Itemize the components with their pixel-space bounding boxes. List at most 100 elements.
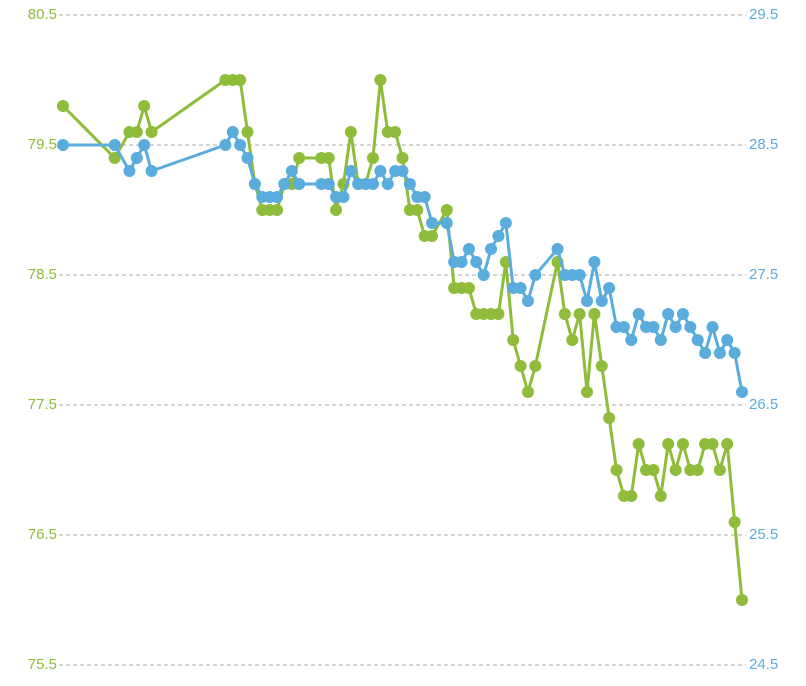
data-point — [485, 243, 498, 255]
data-point — [573, 269, 586, 281]
data-point — [728, 516, 741, 528]
data-point — [374, 74, 387, 86]
data-point — [558, 308, 571, 320]
data-point — [588, 308, 601, 320]
data-point — [632, 308, 645, 320]
data-point — [654, 490, 667, 502]
data-point — [374, 165, 387, 177]
data-point — [130, 152, 143, 164]
data-point — [138, 100, 151, 112]
data-point — [736, 386, 748, 398]
data-point — [234, 139, 247, 151]
data-point — [145, 126, 158, 138]
data-point — [521, 295, 534, 307]
data-point — [529, 360, 542, 372]
y2-tick-label: 27.5 — [749, 266, 778, 283]
data-point — [322, 178, 335, 190]
data-point — [470, 256, 483, 268]
data-point — [57, 100, 69, 112]
data-point — [234, 74, 247, 86]
data-point — [581, 295, 594, 307]
data-point — [669, 464, 682, 476]
data-point — [647, 321, 660, 333]
data-point — [736, 594, 748, 606]
y-tick-label: 76.5 — [28, 526, 57, 543]
data-point — [219, 139, 232, 151]
data-point — [691, 334, 704, 346]
data-point — [521, 386, 534, 398]
data-point — [455, 256, 468, 268]
y2-tick-label: 25.5 — [749, 526, 778, 543]
data-point — [440, 217, 453, 229]
data-point — [226, 126, 239, 138]
data-point — [108, 152, 121, 164]
data-point — [396, 152, 409, 164]
data-point — [669, 321, 682, 333]
data-point — [293, 178, 306, 190]
data-point — [514, 282, 527, 294]
y2-tick-label: 26.5 — [749, 396, 778, 413]
data-point — [676, 308, 689, 320]
data-point — [713, 347, 726, 359]
data-point — [57, 139, 69, 151]
y-tick-label: 80.5 — [28, 6, 57, 23]
data-point — [625, 334, 638, 346]
data-point — [551, 243, 564, 255]
data-point — [625, 490, 638, 502]
data-point — [499, 217, 512, 229]
data-point — [662, 308, 675, 320]
data-point — [595, 360, 608, 372]
data-point — [248, 178, 261, 190]
data-point — [721, 334, 734, 346]
data-point — [462, 243, 475, 255]
data-point — [403, 178, 416, 190]
data-point — [293, 152, 306, 164]
y-tick-label: 75.5 — [28, 656, 57, 673]
data-point — [271, 191, 284, 203]
data-point — [721, 438, 734, 450]
data-point — [573, 308, 586, 320]
data-point — [632, 438, 645, 450]
data-point — [529, 269, 542, 281]
data-point — [706, 321, 719, 333]
data-point — [647, 464, 660, 476]
data-point — [462, 282, 475, 294]
data-point — [344, 126, 357, 138]
y-tick-label: 79.5 — [28, 136, 57, 153]
data-point — [418, 191, 431, 203]
data-point — [654, 334, 667, 346]
data-point — [330, 204, 343, 216]
data-point — [440, 204, 453, 216]
data-point — [676, 438, 689, 450]
data-point — [477, 269, 490, 281]
y2-tick-label: 29.5 — [749, 6, 778, 23]
data-point — [588, 256, 601, 268]
data-point — [728, 347, 741, 359]
data-point — [344, 165, 357, 177]
data-point — [603, 412, 616, 424]
data-point — [699, 347, 712, 359]
data-point — [271, 204, 284, 216]
data-point — [603, 282, 616, 294]
data-point — [514, 360, 527, 372]
data-point — [337, 191, 350, 203]
data-point — [396, 165, 409, 177]
data-point — [617, 321, 630, 333]
data-point — [426, 230, 439, 242]
data-point — [662, 438, 675, 450]
data-point — [130, 126, 143, 138]
y-tick-label: 78.5 — [28, 266, 57, 283]
data-point — [123, 165, 136, 177]
data-point — [566, 334, 579, 346]
y2-tick-label: 28.5 — [749, 136, 778, 153]
data-point — [492, 308, 505, 320]
data-point — [381, 178, 394, 190]
y2-tick-label: 24.5 — [749, 656, 778, 673]
data-point — [285, 165, 298, 177]
data-point — [389, 126, 402, 138]
y-tick-label: 77.5 — [28, 396, 57, 413]
data-point — [241, 126, 254, 138]
data-point — [278, 178, 291, 190]
data-point — [691, 464, 704, 476]
